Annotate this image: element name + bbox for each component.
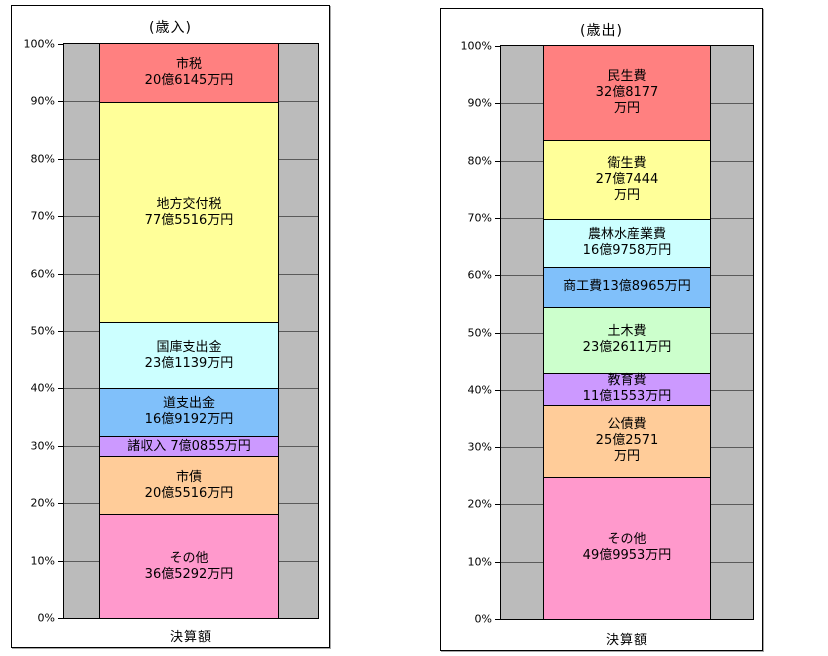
- bar-segment-label: 市債 20億5516万円: [144, 469, 234, 501]
- y-axis-tick: [58, 560, 63, 562]
- bar-segment-label: 衛生費 27億7444 万円: [595, 155, 659, 203]
- bar-segment-label: 民生費 32億8177 万円: [595, 68, 659, 116]
- bar-segment-dou-shishutsukin: 道支出金 16億9192万円: [100, 387, 278, 436]
- x-axis-label: 決算額: [605, 633, 648, 648]
- y-axis-tick: [495, 561, 500, 563]
- bar-segment-label: 農林水産業費 16億9758万円: [582, 227, 672, 259]
- y-axis-tick: [495, 504, 500, 506]
- y-axis-tick-label: 80%: [30, 152, 55, 166]
- chart-title-expenditure: (歳出): [580, 23, 623, 39]
- y-axis-tick: [495, 447, 500, 449]
- bar-segment-label: その他 36億5292万円: [144, 550, 234, 582]
- chart-title-revenue: (歳入): [149, 20, 192, 36]
- y-axis-tick-label: 0%: [474, 612, 492, 626]
- bar-segment-shoukouhi: 商工費13億8965万円: [544, 266, 710, 307]
- y-axis-tick: [495, 619, 500, 620]
- y-axis-tick-label: 50%: [467, 326, 492, 339]
- plot-area: 100% 90% 80% 70% 60% 50% 40% 30% 20% 10% 0% 民生費 32億…: [461, 40, 754, 626]
- y-axis-tick-label: 50%: [30, 324, 55, 338]
- y-axis-tick-label: 70%: [30, 209, 55, 223]
- bar-segment-shisai: 市債 20億5516万円: [100, 456, 278, 515]
- bar-segment-chihou-koufuzei: 地方交付税 77億5516万円: [100, 102, 278, 323]
- bar-segment-label: 市税 20億6145万円: [144, 57, 234, 89]
- y-axis-tick-label: 100%: [23, 37, 55, 51]
- y-axis-tick-label: 80%: [467, 154, 492, 168]
- y-axis-tick: [58, 618, 63, 619]
- y-axis-tick-label: 30%: [30, 439, 55, 453]
- y-axis-tick-label: 20%: [467, 497, 492, 511]
- y-axis-tick: [495, 389, 500, 391]
- y-axis-tick: [495, 160, 500, 162]
- bar-segment-sonota: その他 36億5292万円: [100, 514, 278, 618]
- bar-segment-shoshuunyuu: 諸収入 7億0855万円: [100, 435, 278, 457]
- plot-area: 100% 90% 80% 70% 60% 50% 40% 30% 20% 10% 0% 市税 20億6…: [24, 38, 319, 625]
- y-axis-tick: [58, 503, 63, 505]
- stacked-bar: 民生費 32億8177 万円 衛生費 27億7444 万円農林水産業費 16億97…: [543, 46, 711, 619]
- bar-segment-label: 国庫支出金 23億1139万円: [144, 339, 234, 371]
- bar-segment-dobokuhi: 土木費 23億2611万円: [544, 306, 710, 373]
- bar-segment-shizei: 市税 20億6145万円: [100, 44, 278, 103]
- bar-segment-kyouikuhi: 教育費 11億1553万円: [544, 372, 710, 405]
- y-axis-tick: [495, 217, 500, 219]
- y-axis-tick-label: 40%: [30, 381, 55, 395]
- y-axis-tick-label: 90%: [467, 96, 492, 110]
- y-axis-tick: [495, 103, 500, 105]
- y-axis-tick-label: 30%: [467, 440, 492, 454]
- y-axis-tick-label: 10%: [467, 555, 492, 569]
- y-axis-tick: [495, 275, 500, 277]
- y-axis-tick-label: 70%: [467, 211, 492, 225]
- y-axis-tick-label: 60%: [467, 268, 492, 282]
- y-axis-tick-label: 90%: [30, 94, 55, 108]
- stacked-bar: 市税 20億6145万円 地方交付税 77億5516万円 国庫支出金 23億1139…: [99, 44, 279, 618]
- y-axis-tick-label: 60%: [30, 267, 55, 281]
- y-axis-tick: [58, 101, 63, 103]
- y-axis-tick: [58, 158, 63, 160]
- bar-segment-kokko-shishutsukin: 国庫支出金 23億1139万円: [100, 322, 278, 388]
- y-axis-tick: [58, 331, 63, 332]
- bar-segment-minseihi: 民生費 32億8177 万円: [544, 46, 710, 140]
- bar-segment-label: 公債費 25億2571 万円: [595, 417, 659, 465]
- y-axis-tick-label: 10%: [30, 554, 55, 568]
- y-axis-tick: [58, 388, 63, 390]
- bar-segment-label: 教育費 11億1553万円: [582, 373, 672, 405]
- bar-segment-eiseihi: 衛生費 27億7444 万円: [544, 139, 710, 219]
- expenditure-chart: (歳出) 100% 90% 80% 70% 60% 50% 40% 30% 20% 10% 0% 民生…: [440, 8, 763, 651]
- y-axis-tick: [58, 273, 63, 275]
- y-axis-tick-label: 100%: [460, 39, 492, 53]
- bar-segment-label: 道支出金 16億9192万円: [144, 396, 234, 428]
- y-axis-tick-label: 20%: [30, 496, 55, 510]
- bar-segment-kousaihi: 公債費 25億2571 万円: [544, 404, 710, 477]
- bar-segment-nourin-suisangyouhi: 農林水産業費 16億9758万円: [544, 218, 710, 267]
- y-axis-tick: [495, 332, 500, 334]
- bar-segment-label: その他 49億9953万円: [582, 532, 672, 564]
- bar-segment-sonota: その他 49億9953万円: [544, 476, 710, 619]
- y-axis-tick-label: 40%: [467, 383, 492, 397]
- y-axis-tick: [58, 216, 63, 218]
- bar-segment-label: 諸収入 7億0855万円: [127, 438, 251, 454]
- bar-segment-label: 土木費 23億2611万円: [582, 324, 672, 356]
- bar-segment-label: 地方交付税 77億5516万円: [144, 196, 234, 228]
- revenue-chart: (歳入) 100% 90% 80% 70% 60% 50% 40% 30% 20% 10% 0% 市税…: [11, 5, 330, 648]
- y-axis-tick: [58, 445, 63, 447]
- x-axis-label: 決算額: [169, 630, 212, 645]
- y-axis-tick: [495, 46, 500, 47]
- bar-segment-label: 商工費13億8965万円: [563, 279, 691, 295]
- y-axis-tick: [58, 44, 63, 45]
- y-axis-tick-label: 0%: [37, 611, 55, 625]
